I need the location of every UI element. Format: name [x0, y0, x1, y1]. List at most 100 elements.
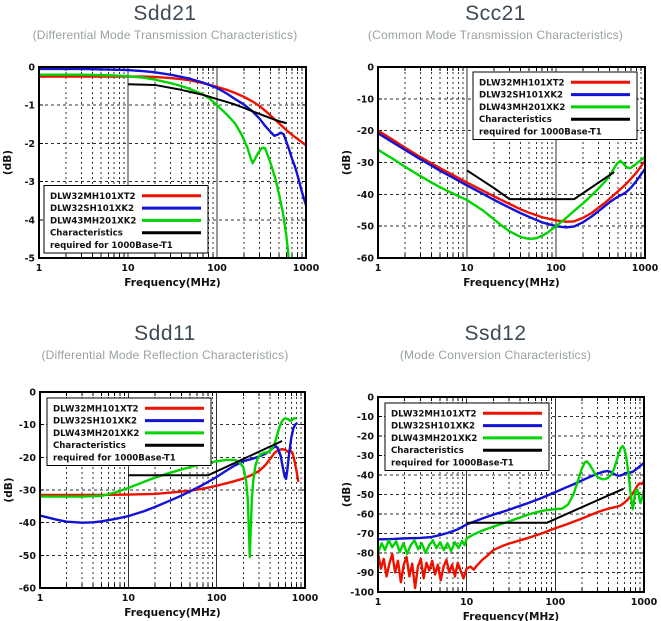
chart-cell-sdd11: Sdd11 (Differential Mode Reflection Char… [0, 310, 330, 621]
series-characteristics-required-for-1000base-t1 [128, 440, 283, 477]
series-characteristics-required-for-1000base-t1 [466, 487, 625, 524]
y-axis-label: (dB) [3, 477, 15, 502]
plot-border [377, 66, 646, 259]
chart-subtitle-scc21: (Common Mode Transmission Characteristic… [367, 28, 624, 42]
series-dlw32sh101xk2 [378, 461, 644, 541]
chart-subtitle-ssd12: (Mode Conversion Characteristics) [399, 348, 592, 362]
x-tick-label: 10 [122, 593, 136, 604]
y-tick-label: -30 [19, 486, 37, 497]
legend-entry-label: DLW43MH201XK2 [391, 434, 477, 444]
x-tick-label: 1000 [293, 263, 320, 274]
y-tick-label: 0 [29, 388, 36, 399]
x-tick-label: 100 [545, 597, 565, 608]
series-characteristics-required-for-1000base-t1 [127, 83, 287, 125]
y-tick-label: -10 [19, 420, 37, 431]
y-tick-label: -50 [19, 551, 37, 562]
chart-title-sdd21: Sdd21 [133, 2, 197, 25]
chart-subtitle-sdd21: (Differential Mode Transmission Characte… [32, 28, 298, 42]
y-tick-label: -20 [19, 453, 37, 464]
x-tick-label: 10 [460, 597, 474, 608]
legend-entry-label: DLW43MH201XK2 [50, 216, 136, 226]
series-dlw32sh101xk2 [378, 132, 645, 229]
x-tick-label: 1 [37, 593, 44, 604]
chart-plot-sdd21: 0 -1 -2 -3 -4 -51 10 100 1000 Frequency(MHz) (dB) D… [2, 63, 320, 290]
x-tick-label: 1 [375, 263, 382, 274]
x-tick-label: 1 [375, 597, 382, 608]
x-tick-label: 1000 [292, 593, 319, 604]
x-axis-label: Frequency(MHz) [124, 607, 220, 619]
series-dlw43mh201xk2 [378, 148, 645, 241]
plot-border [377, 396, 645, 593]
x-tick-label: 100 [207, 263, 227, 274]
x-tick-label: 100 [546, 263, 566, 274]
y-tick-label: -100 [350, 588, 374, 599]
y-tick-label: -2 [24, 139, 35, 150]
x-tick-label: 1000 [631, 597, 658, 608]
y-tick-label: 0 [367, 63, 374, 74]
legend-entry-label: DLW32SH101XK2 [50, 204, 134, 214]
series-dlw32sh101xk2 [40, 422, 299, 524]
y-tick-label: -60 [357, 254, 375, 265]
series-group [40, 416, 300, 559]
y-tick-label: -70 [357, 529, 375, 540]
x-tick-label: 1000 [632, 263, 659, 274]
series-characteristics-required-for-1000base-t1 [466, 169, 615, 201]
y-tick-label: -4 [24, 215, 35, 226]
legend-entry-label: DLW32SH101XK2 [391, 422, 475, 432]
chart-title-sdd11: Sdd11 [134, 322, 196, 345]
x-tick-label: 10 [121, 263, 135, 274]
y-tick-label: -50 [357, 222, 375, 233]
y-tick-label: -1 [24, 101, 35, 112]
chart-cell-ssd12: Ssd12 (Mode Conversion Characteristics) … [330, 310, 661, 621]
y-tick-label: 0 [28, 63, 35, 74]
y-tick-label: -40 [357, 471, 375, 482]
legend-entry-label: required for 1000Base-T1 [50, 241, 173, 251]
x-tick-label: 100 [207, 593, 227, 604]
plot-border [39, 391, 306, 589]
x-axis-label: Frequency(MHz) [124, 277, 220, 289]
y-tick-label: -60 [19, 584, 37, 595]
x-tick-label: 1 [36, 263, 43, 274]
x-axis-label: Frequency(MHz) [463, 277, 559, 289]
legend-entry-label: Characteristics [50, 229, 123, 239]
legend-entry-label: required for 1000Base-T1 [391, 459, 514, 469]
legend-entry-label: DLW43MH201XK2 [479, 103, 565, 113]
y-tick-label: -20 [357, 432, 375, 443]
series-group [378, 129, 645, 241]
y-tick-label: -20 [357, 126, 375, 137]
y-tick-label: -80 [357, 549, 375, 560]
y-axis-label: (dB) [341, 482, 353, 507]
chart-plot-sdd11: 0 -10 -20 -30 -40 -50 -601 10 100 1000 Frequency(M… [3, 388, 319, 620]
legend-entry-label: Characteristics [391, 446, 464, 456]
y-tick-label: -30 [357, 451, 375, 462]
series-dlw43mh201xk2 [378, 444, 644, 556]
y-tick-label: -60 [357, 510, 375, 521]
y-tick-label: -30 [357, 158, 375, 169]
chart-title-ssd12: Ssd12 [464, 322, 527, 345]
x-axis-label: Frequency(MHz) [463, 611, 559, 621]
y-tick-label: -10 [357, 94, 375, 105]
series-group [39, 67, 306, 258]
legend-entry-label: Characteristics [479, 115, 552, 125]
legend-entry-label: required for 1000Base-T1 [479, 128, 602, 138]
chart-subtitle-sdd11: (Differential Mode Reflection Characteri… [41, 348, 289, 362]
legend-entry-label: DLW32MH101XT2 [53, 404, 139, 414]
chart-plot-scc21: 0 -10 -20 -30 -40 -50 -601 10 100 1000 Frequency(M… [341, 63, 659, 290]
legend-entry-label: DLW32SH101XK2 [479, 91, 563, 101]
y-tick-label: 0 [367, 393, 374, 404]
series-dlw32mh101xt2 [378, 480, 644, 590]
series-group [378, 444, 644, 590]
y-tick-label: -3 [24, 177, 35, 188]
series-dlw43mh201xk2 [39, 73, 290, 258]
chart-cell-sdd21: Sdd21 (Differential Mode Transmission Ch… [0, 0, 330, 310]
legend-entry-label: DLW32SH101XK2 [53, 417, 137, 427]
y-tick-label: -5 [24, 254, 35, 265]
legend-entry-label: DLW32MH101XT2 [391, 409, 477, 419]
y-tick-label: -50 [357, 490, 375, 501]
series-dlw32sh101xk2 [39, 67, 306, 206]
y-tick-label: -10 [357, 412, 375, 423]
plot-border [38, 66, 307, 259]
legend-entry-label: Characteristics [53, 441, 126, 451]
